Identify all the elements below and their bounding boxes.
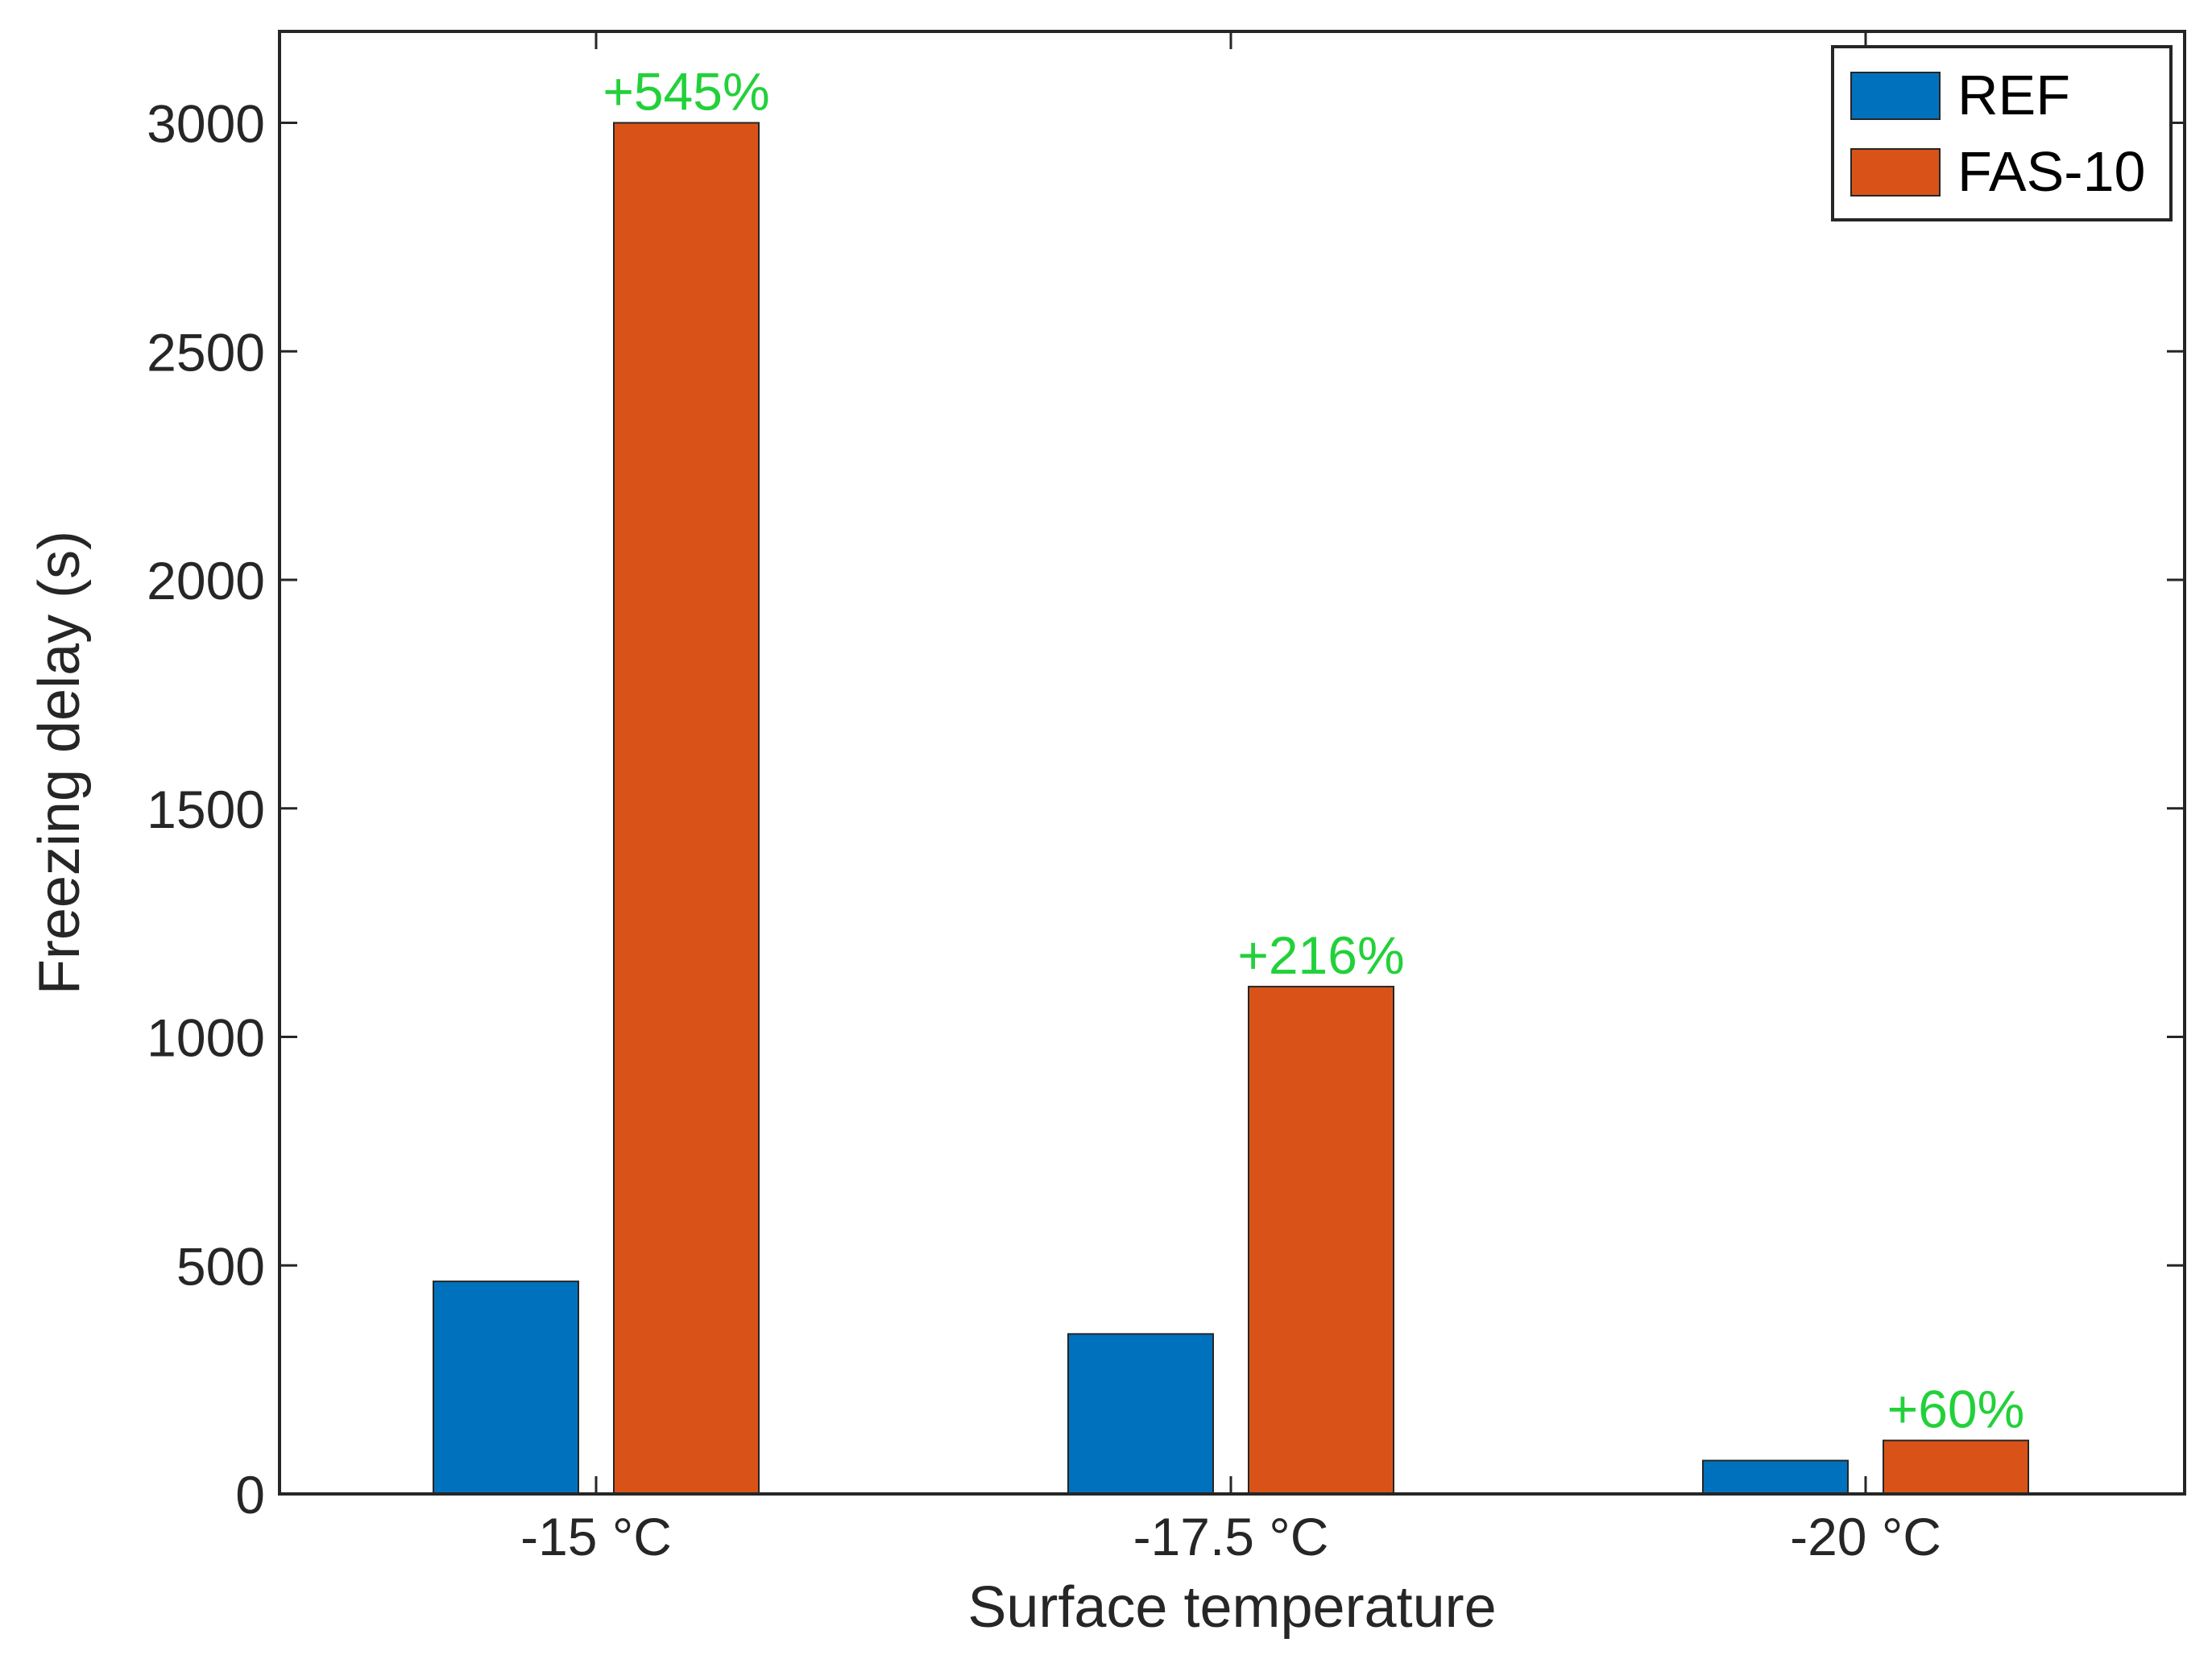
bar-ref-20-c <box>1702 1459 1849 1496</box>
legend-swatch-ref <box>1850 72 1941 120</box>
y-tick-label: 1500 <box>147 780 265 839</box>
legend-swatch-fas-10 <box>1850 148 1941 197</box>
legend-label-ref: REF <box>1957 64 2070 126</box>
bar-ref-17-5-c <box>1067 1333 1214 1495</box>
legend-label-fas-10: FAS-10 <box>1957 140 2145 203</box>
axis-ticks <box>280 31 2185 1496</box>
x-tick-label-20-c: -20 °C <box>1790 1507 1941 1566</box>
y-tick-label: 2500 <box>147 322 265 382</box>
x-axis-label: Surface temperature <box>967 1575 1496 1640</box>
plot-area-frame <box>278 30 2186 1496</box>
bar-fas-10-15-c <box>613 122 760 1495</box>
x-axis-tick-labels: -15 °C -17.5 °C -20 °C <box>520 1507 1941 1566</box>
annotation-15-c: +545% <box>603 62 769 122</box>
bars-layer <box>433 122 2029 1496</box>
y-axis-tick-labels: 0 500 1000 1500 2000 2500 3000 <box>147 94 265 1525</box>
y-tick-label: 0 <box>235 1465 265 1525</box>
x-tick-label-17-5-c: -17.5 °C <box>1133 1507 1329 1566</box>
y-tick-label: 500 <box>176 1236 265 1296</box>
bar-fas-10-17-5-c <box>1248 986 1394 1495</box>
bar-annotations: +545% +216% +60% <box>603 62 2024 1439</box>
y-tick-label: 1000 <box>147 1008 265 1068</box>
bar-fas-10-20-c <box>1883 1439 2029 1496</box>
bar-ref-15-c <box>433 1281 579 1496</box>
annotation-17-5-c: +216% <box>1237 925 1404 985</box>
y-axis-label: Freezing delay (s) <box>27 531 92 995</box>
legend: REF FAS-10 <box>1831 45 2173 221</box>
y-tick-label: 2000 <box>147 551 265 610</box>
x-tick-label-15-c: -15 °C <box>520 1507 672 1566</box>
annotation-20-c: +60% <box>1887 1380 2025 1439</box>
y-tick-label: 3000 <box>147 94 265 154</box>
